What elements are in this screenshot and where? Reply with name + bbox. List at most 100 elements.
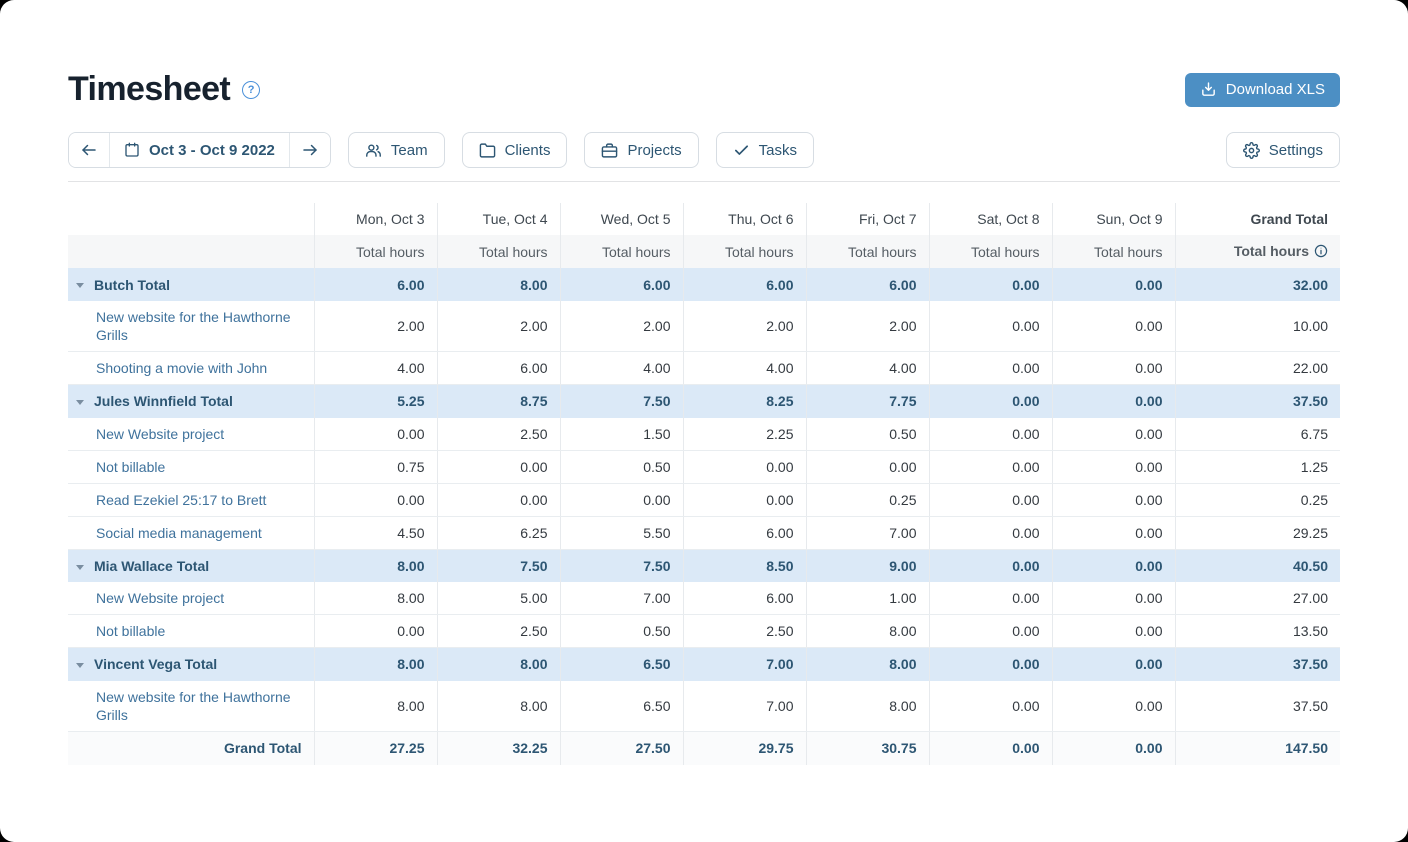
project-day-value: 2.00 <box>682 301 806 352</box>
project-label[interactable]: Not billable <box>68 614 314 648</box>
project-day-value: 8.00 <box>436 680 560 732</box>
project-grand-total: 0.25 <box>1174 483 1340 517</box>
subheader-cell: Total hours <box>682 235 806 268</box>
caret-down-icon[interactable] <box>76 283 84 289</box>
project-day-value: 0.00 <box>436 483 560 517</box>
project-day-value: 8.00 <box>313 680 437 732</box>
project-label[interactable]: New website for the Hawthorne Grills <box>68 680 314 732</box>
project-grand-total: 22.00 <box>1174 351 1340 385</box>
project-day-value: 0.00 <box>313 417 437 451</box>
settings-button[interactable]: Settings <box>1225 132 1340 168</box>
group-day-value: 7.50 <box>559 384 683 418</box>
header-empty-cell <box>68 203 314 235</box>
project-day-value: 0.00 <box>1051 516 1175 550</box>
subheader-cell: Total hours <box>436 235 560 268</box>
subheader-empty-cell <box>68 235 314 268</box>
day-header: Sun, Oct 9 <box>1051 203 1175 235</box>
group-grand-total: 37.50 <box>1174 384 1340 418</box>
filter-tasks-button[interactable]: Tasks <box>715 132 814 168</box>
project-label[interactable]: New Website project <box>68 417 314 451</box>
date-range-button[interactable]: Oct 3 - Oct 9 2022 <box>109 133 289 167</box>
project-day-value: 5.00 <box>436 582 560 615</box>
caret-down-icon[interactable] <box>76 663 84 669</box>
project-day-value: 0.00 <box>928 450 1052 484</box>
project-day-value: 0.00 <box>682 483 806 517</box>
group-day-value: 8.25 <box>682 384 806 418</box>
project-day-value: 0.25 <box>805 483 929 517</box>
question-mark-circle-icon[interactable]: ? <box>242 80 261 99</box>
day-header: Thu, Oct 6 <box>682 203 806 235</box>
arrow-left-icon <box>80 141 98 159</box>
project-day-value: 0.00 <box>313 483 437 517</box>
project-label[interactable]: Shooting a movie with John <box>68 351 314 385</box>
page-header: Timesheet ? Download XLS <box>68 0 1340 109</box>
group-day-value: 8.75 <box>436 384 560 418</box>
group-total-row[interactable]: Jules Winnfield Total 5.25 8.75 7.50 8.25 7.7… <box>68 384 1340 418</box>
team-icon <box>365 142 382 159</box>
project-grand-total: 27.00 <box>1174 582 1340 615</box>
filter-clients-button[interactable]: Clients <box>461 132 568 168</box>
project-day-value: 0.00 <box>928 614 1052 648</box>
group-day-value: 0.00 <box>1051 268 1175 301</box>
project-day-value: 2.25 <box>682 417 806 451</box>
group-day-value: 9.00 <box>805 549 929 582</box>
project-day-value: 2.00 <box>313 301 437 352</box>
project-day-value: 2.50 <box>436 614 560 648</box>
group-label-cell[interactable]: Vincent Vega Total <box>68 647 314 681</box>
group-day-value: 0.00 <box>928 384 1052 418</box>
grand-total-value: 0.00 <box>1051 730 1175 765</box>
project-label[interactable]: Read Ezekiel 25:17 to Brett <box>68 483 314 517</box>
project-day-value: 0.00 <box>1051 450 1175 484</box>
project-day-value: 0.00 <box>559 483 683 517</box>
project-label[interactable]: New Website project <box>68 582 314 615</box>
arrow-right-icon <box>301 141 319 159</box>
project-day-value: 0.00 <box>928 582 1052 615</box>
group-day-value: 0.00 <box>1051 549 1175 582</box>
next-week-button[interactable] <box>288 133 330 167</box>
project-day-value: 0.50 <box>805 417 929 451</box>
project-day-value: 0.00 <box>1051 351 1175 385</box>
group-day-value: 7.50 <box>436 549 560 582</box>
group-label-cell[interactable]: Jules Winnfield Total <box>68 384 314 418</box>
project-grand-total: 6.75 <box>1174 417 1340 451</box>
project-day-value: 4.50 <box>313 516 437 550</box>
folder-icon <box>479 142 496 159</box>
project-day-value: 0.00 <box>928 516 1052 550</box>
group-day-value: 0.00 <box>1051 384 1175 418</box>
group-label: Mia Wallace Total <box>94 557 210 574</box>
project-day-value: 6.50 <box>559 680 683 732</box>
group-label-cell[interactable]: Mia Wallace Total <box>68 549 314 582</box>
project-day-value: 4.00 <box>313 351 437 385</box>
project-row: Not billable 0.75 0.00 0.50 0.00 0.00 0.00 0.00… <box>68 450 1340 484</box>
project-grand-total: 10.00 <box>1174 301 1340 352</box>
project-day-value: 6.00 <box>682 516 806 550</box>
caret-down-icon[interactable] <box>76 400 84 406</box>
prev-week-button[interactable] <box>69 133 109 167</box>
info-circle-icon[interactable] <box>1314 244 1328 261</box>
filter-team-button[interactable]: Team <box>347 132 445 168</box>
day-header: Sat, Oct 8 <box>928 203 1052 235</box>
project-day-value: 2.50 <box>436 417 560 451</box>
group-label-cell[interactable]: Butch Total <box>68 268 314 301</box>
day-header: Mon, Oct 3 <box>313 203 437 235</box>
project-label[interactable]: Not billable <box>68 450 314 484</box>
project-label[interactable]: New website for the Hawthorne Grills <box>68 301 314 352</box>
download-icon <box>1200 81 1217 98</box>
subheader-cell: Total hours <box>805 235 929 268</box>
project-day-value: 0.00 <box>436 450 560 484</box>
group-total-row[interactable]: Butch Total 6.00 8.00 6.00 6.00 6.00 0.00 0.00 3… <box>68 268 1340 301</box>
project-label[interactable]: Social media management <box>68 516 314 550</box>
download-xls-button[interactable]: Download XLS <box>1184 72 1340 107</box>
group-total-row[interactable]: Vincent Vega Total 8.00 8.00 6.50 7.00 8.00 0.… <box>68 647 1340 681</box>
project-day-value: 0.00 <box>805 450 929 484</box>
project-day-value: 4.00 <box>805 351 929 385</box>
group-day-value: 7.00 <box>682 647 806 681</box>
filter-projects-button[interactable]: Projects <box>584 132 699 168</box>
group-total-row[interactable]: Mia Wallace Total 8.00 7.50 7.50 8.50 9.00 0.0… <box>68 549 1340 582</box>
group-day-value: 0.00 <box>1051 647 1175 681</box>
project-day-value: 2.00 <box>559 301 683 352</box>
caret-down-icon[interactable] <box>76 564 84 570</box>
grand-total-value: 32.25 <box>436 730 560 765</box>
subheader-cell: Total hours <box>1051 235 1175 268</box>
